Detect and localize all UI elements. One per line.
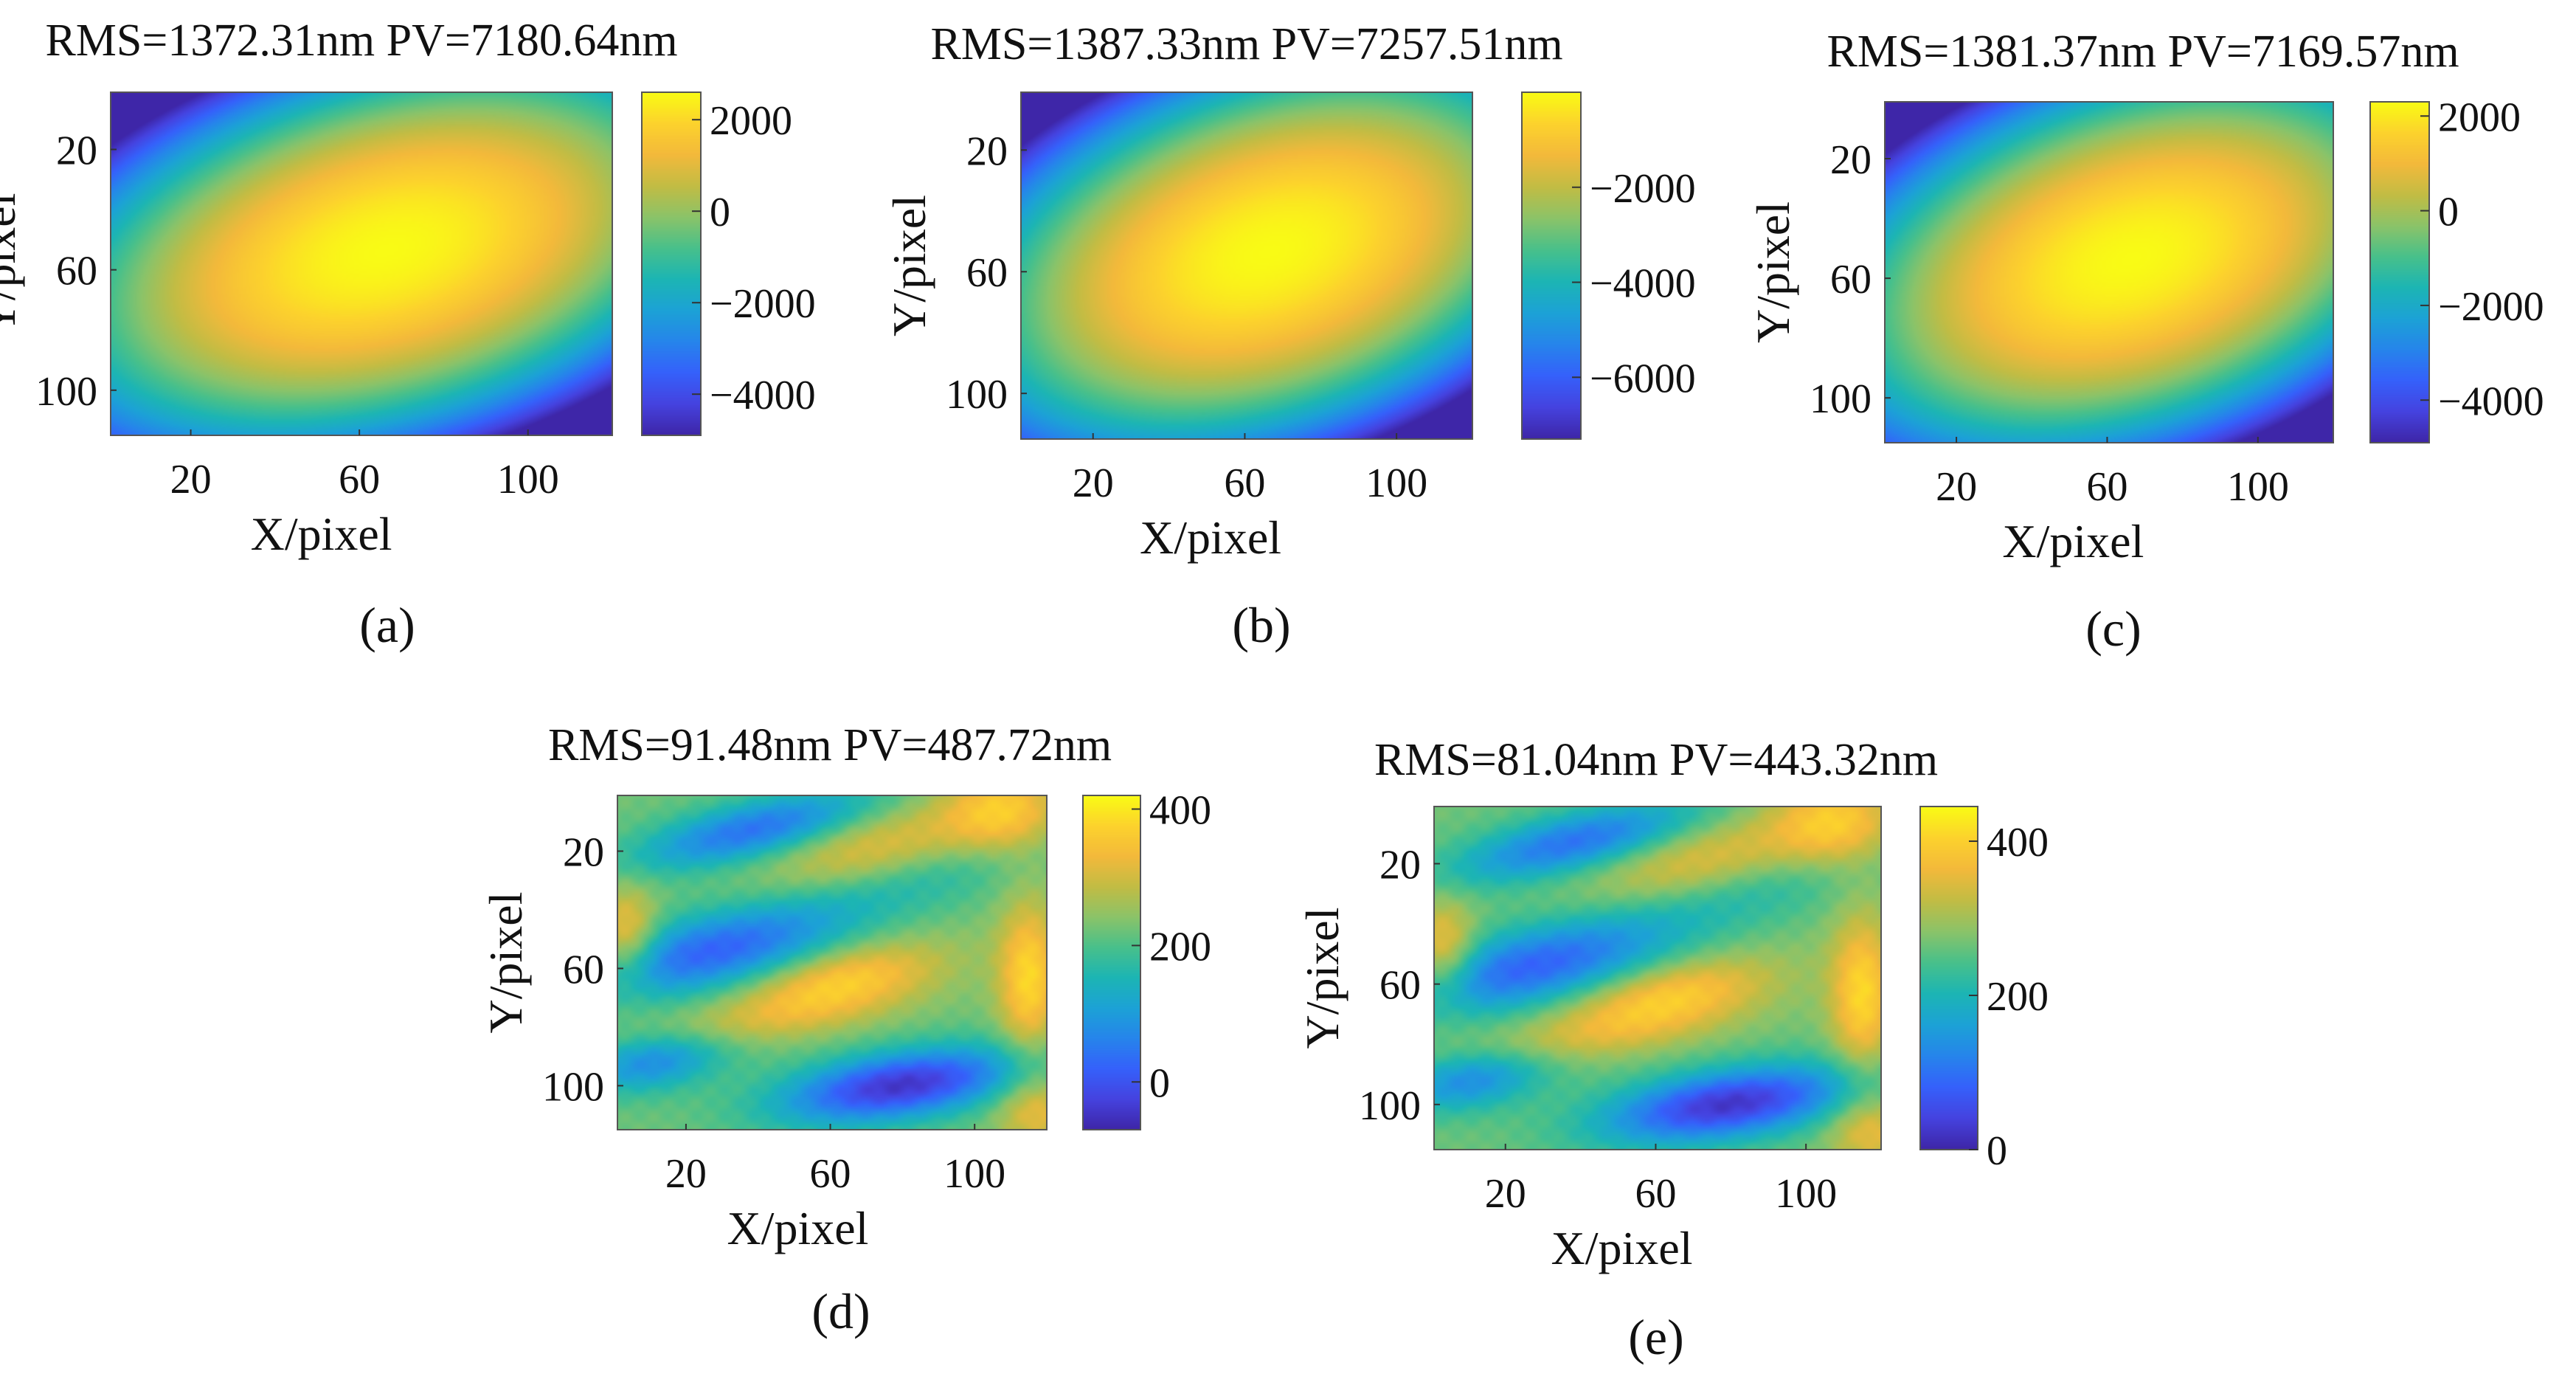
colorbar-tick-label: 400: [1149, 787, 1211, 833]
y-axis-label: Y/pixel: [883, 195, 935, 336]
x-axis-label: X/pixel: [727, 1202, 868, 1254]
colorbar: [2370, 102, 2429, 443]
x-axis-label: X/pixel: [1140, 511, 1281, 564]
panel-b: RMS=1387.33nm PV=7257.51nm 20 60 100 20 60 100…: [883, 19, 1696, 653]
colorbar-tick-label: 2000: [2438, 94, 2521, 140]
y-tick-label: 100: [946, 372, 1008, 418]
x-tick-label: 60: [1635, 1171, 1676, 1217]
plot-frame: [110, 91, 613, 436]
x-tick-label: 60: [2086, 464, 2127, 510]
panel-title: RMS=1372.31nm PV=7180.64nm: [45, 15, 677, 66]
colorbar: [642, 92, 701, 435]
x-tick-label: 100: [497, 457, 559, 502]
y-tick-label: 20: [1830, 137, 1872, 183]
heatmap-surface: [1885, 102, 2333, 443]
panel-caption: (d): [811, 1283, 870, 1339]
x-tick-label: 20: [665, 1151, 707, 1197]
x-tick-label: 20: [170, 457, 212, 502]
panel-a: RMS=1372.31nm PV=7180.64nm 20 60 100 20 60 100…: [0, 15, 816, 653]
y-tick-label: 100: [1359, 1083, 1421, 1129]
colorbar-tick-label: 0: [1987, 1128, 2007, 1174]
plot-frame: [617, 795, 1048, 1130]
x-tick-label: 60: [339, 457, 380, 502]
panel-d: RMS=91.48nm PV=487.72nm 20 60 100 20 60 100 X/p…: [479, 720, 1211, 1339]
panel-title: RMS=1387.33nm PV=7257.51nm: [930, 19, 1562, 69]
colorbar-frame: [641, 91, 702, 436]
x-tick-label: 20: [1485, 1171, 1526, 1217]
panel-caption: (e): [1628, 1309, 1683, 1365]
colorbar-frame: [1919, 806, 1978, 1150]
colorbar-frame: [1521, 91, 1582, 440]
colorbar-tick-label: 200: [1149, 924, 1211, 970]
x-axis-label: X/pixel: [1551, 1222, 1693, 1274]
plot-frame: [1020, 91, 1473, 440]
heatmap-surface: [1434, 807, 1881, 1150]
x-tick-label: 100: [2227, 464, 2289, 510]
x-tick-label: 20: [1073, 460, 1114, 506]
colorbar-tick-label: −6000: [1590, 356, 1696, 401]
colorbar-tick-label: −4000: [2438, 379, 2544, 424]
panel-title: RMS=1381.37nm PV=7169.57nm: [1827, 27, 2459, 77]
y-tick-label: 60: [1830, 257, 1872, 303]
plot-frame: [1433, 806, 1882, 1150]
x-tick-label: 100: [1775, 1171, 1837, 1217]
panel-caption: (c): [2085, 601, 2141, 657]
colorbar-tick-label: 200: [1987, 974, 2049, 1020]
panel-caption: (b): [1232, 597, 1290, 653]
x-tick-label: 60: [810, 1151, 851, 1197]
y-axis-label: Y/pixel: [1747, 201, 1799, 343]
y-tick-label: 60: [966, 250, 1008, 296]
colorbar-tick-label: 0: [710, 190, 730, 235]
x-axis-label: X/pixel: [2002, 515, 2144, 567]
panel-caption: (a): [359, 597, 415, 653]
y-tick-label: 100: [542, 1064, 604, 1110]
y-tick-label: 20: [966, 128, 1008, 174]
y-tick-label: 20: [563, 830, 604, 876]
y-tick-label: 20: [1379, 843, 1421, 888]
x-tick-label: 100: [944, 1151, 1005, 1197]
colorbar-tick-label: 400: [1987, 820, 2049, 866]
colorbar: [1522, 92, 1581, 439]
panel-title: RMS=91.48nm PV=487.72nm: [548, 720, 1112, 770]
colorbar-tick-label: 2000: [710, 98, 792, 144]
colorbar-frame: [2369, 101, 2430, 443]
colorbar-tick-label: −2000: [1590, 166, 1696, 212]
y-tick-label: 60: [56, 249, 97, 294]
y-axis-label: Y/pixel: [1296, 908, 1348, 1049]
y-tick-label: 100: [35, 369, 97, 415]
colorbar-tick-label: −4000: [710, 373, 816, 418]
colorbar-tick-label: −4000: [1590, 261, 1696, 307]
colorbar-frame: [1082, 795, 1141, 1130]
x-tick-label: 100: [1365, 460, 1427, 506]
x-tick-label: 20: [1936, 464, 1977, 510]
colorbar-tick-label: −2000: [710, 281, 816, 327]
colorbar-tick-label: 0: [2438, 190, 2459, 235]
y-tick-label: 60: [1379, 963, 1421, 1009]
plot-frame: [1884, 101, 2334, 443]
panel-title: RMS=81.04nm PV=443.32nm: [1374, 735, 1938, 785]
panel-e: RMS=81.04nm PV=443.32nm 20 60 100 20 60 100 X/p…: [1296, 735, 2049, 1365]
y-axis-label: Y/pixel: [0, 193, 25, 335]
colorbar: [1083, 795, 1140, 1130]
colorbar-tick-label: −2000: [2438, 284, 2544, 330]
y-tick-label: 20: [56, 128, 97, 174]
x-axis-label: X/pixel: [251, 508, 392, 560]
y-axis-label: Y/pixel: [479, 892, 532, 1034]
heatmap-surface: [617, 795, 1047, 1130]
panel-c: RMS=1381.37nm PV=7169.57nm 20 60 100 20 60 100…: [1747, 27, 2544, 657]
x-tick-label: 60: [1224, 460, 1265, 506]
y-tick-label: 100: [1810, 376, 1872, 422]
y-tick-label: 60: [563, 947, 604, 992]
colorbar-tick-label: 0: [1149, 1060, 1170, 1106]
colorbar: [1920, 807, 1978, 1150]
heatmap-surface: [1021, 92, 1472, 439]
heatmap-surface: [111, 92, 612, 435]
